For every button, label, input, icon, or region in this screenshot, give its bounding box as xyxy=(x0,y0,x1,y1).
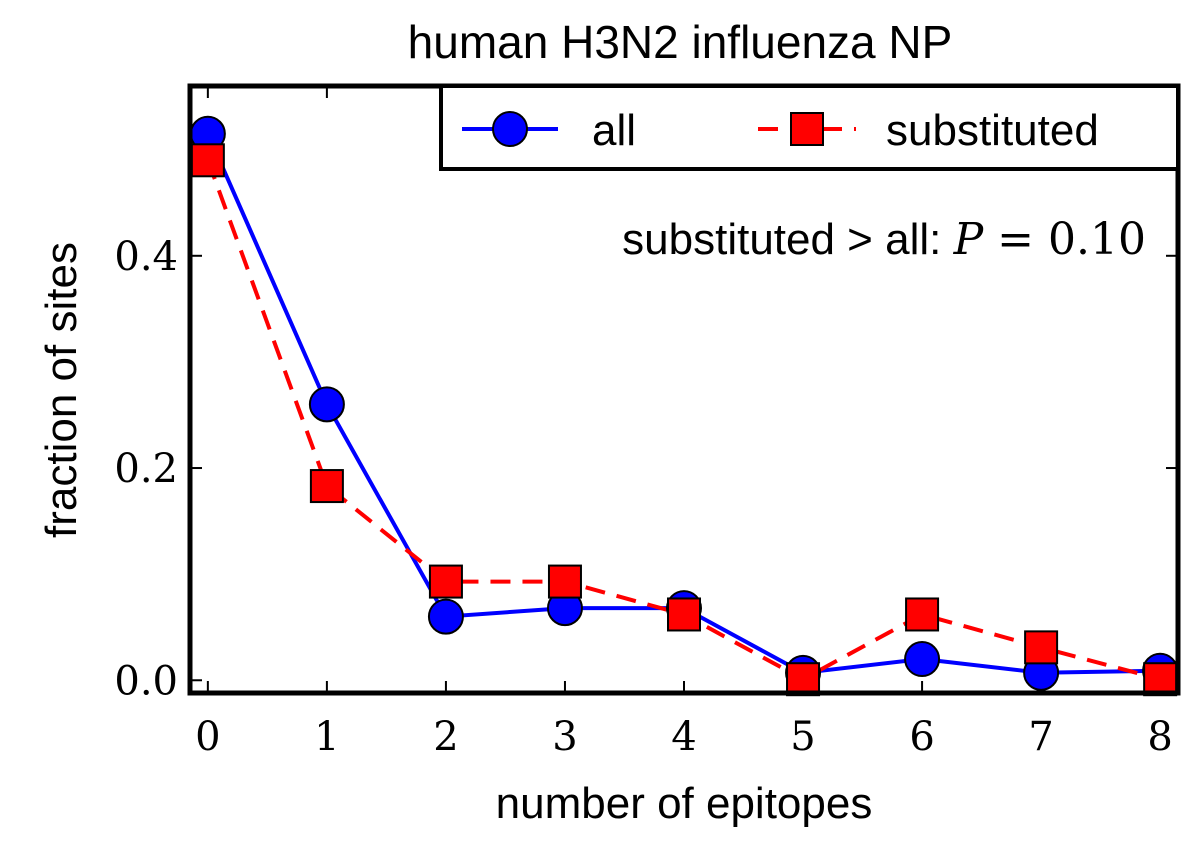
x-tick-label: 7 xyxy=(1028,714,1053,760)
data-point-substituted xyxy=(787,663,819,695)
x-tick-label: 5 xyxy=(790,714,815,760)
x-tick-label: 8 xyxy=(1147,714,1172,760)
legend-label-substituted: substituted xyxy=(886,106,1099,155)
annotation-math-rest: = 0.10 xyxy=(983,214,1146,265)
legend-label-all: all xyxy=(592,106,636,155)
legend-marker-substituted xyxy=(791,113,823,145)
data-point-substituted xyxy=(1025,631,1057,663)
y-tick-label: 0.4 xyxy=(114,234,178,280)
chart-title: human H3N2 influenza NP xyxy=(408,16,953,68)
x-tick-label: 6 xyxy=(909,714,934,760)
data-point-substituted xyxy=(430,566,462,598)
data-point-substituted xyxy=(1144,663,1176,695)
data-point-substituted xyxy=(311,470,343,502)
y-tick-label: 0.0 xyxy=(114,658,178,704)
legend-marker-all xyxy=(493,112,527,146)
data-point-substituted xyxy=(192,144,224,176)
x-axis-label: number of epitopes xyxy=(496,779,873,828)
annotation: substituted > all: P = 0.10 xyxy=(622,214,1146,265)
x-tick-label: 1 xyxy=(314,714,339,760)
x-tick-label: 0 xyxy=(195,714,220,760)
markers-layer xyxy=(191,117,1177,695)
data-point-substituted xyxy=(906,598,938,630)
x-tick-labels: 0 1 2 3 4 5 6 7 8 xyxy=(195,714,1173,760)
y-tick-label: 0.2 xyxy=(114,446,178,492)
x-tick-label: 4 xyxy=(671,714,696,760)
x-tick-label: 2 xyxy=(433,714,458,760)
data-point-all xyxy=(429,600,463,634)
y-tick-labels: 0.0 0.2 0.4 xyxy=(114,234,178,704)
annotation-math-var: P xyxy=(953,214,985,265)
data-point-substituted xyxy=(549,566,581,598)
x-tick-label: 3 xyxy=(552,714,577,760)
data-point-substituted xyxy=(668,598,700,630)
data-point-all xyxy=(905,642,939,676)
y-axis-label: fraction of sites xyxy=(37,242,86,538)
data-point-all xyxy=(310,387,344,421)
legend: all substituted xyxy=(441,86,1178,169)
annotation-prefix: substituted > all: xyxy=(622,215,953,264)
